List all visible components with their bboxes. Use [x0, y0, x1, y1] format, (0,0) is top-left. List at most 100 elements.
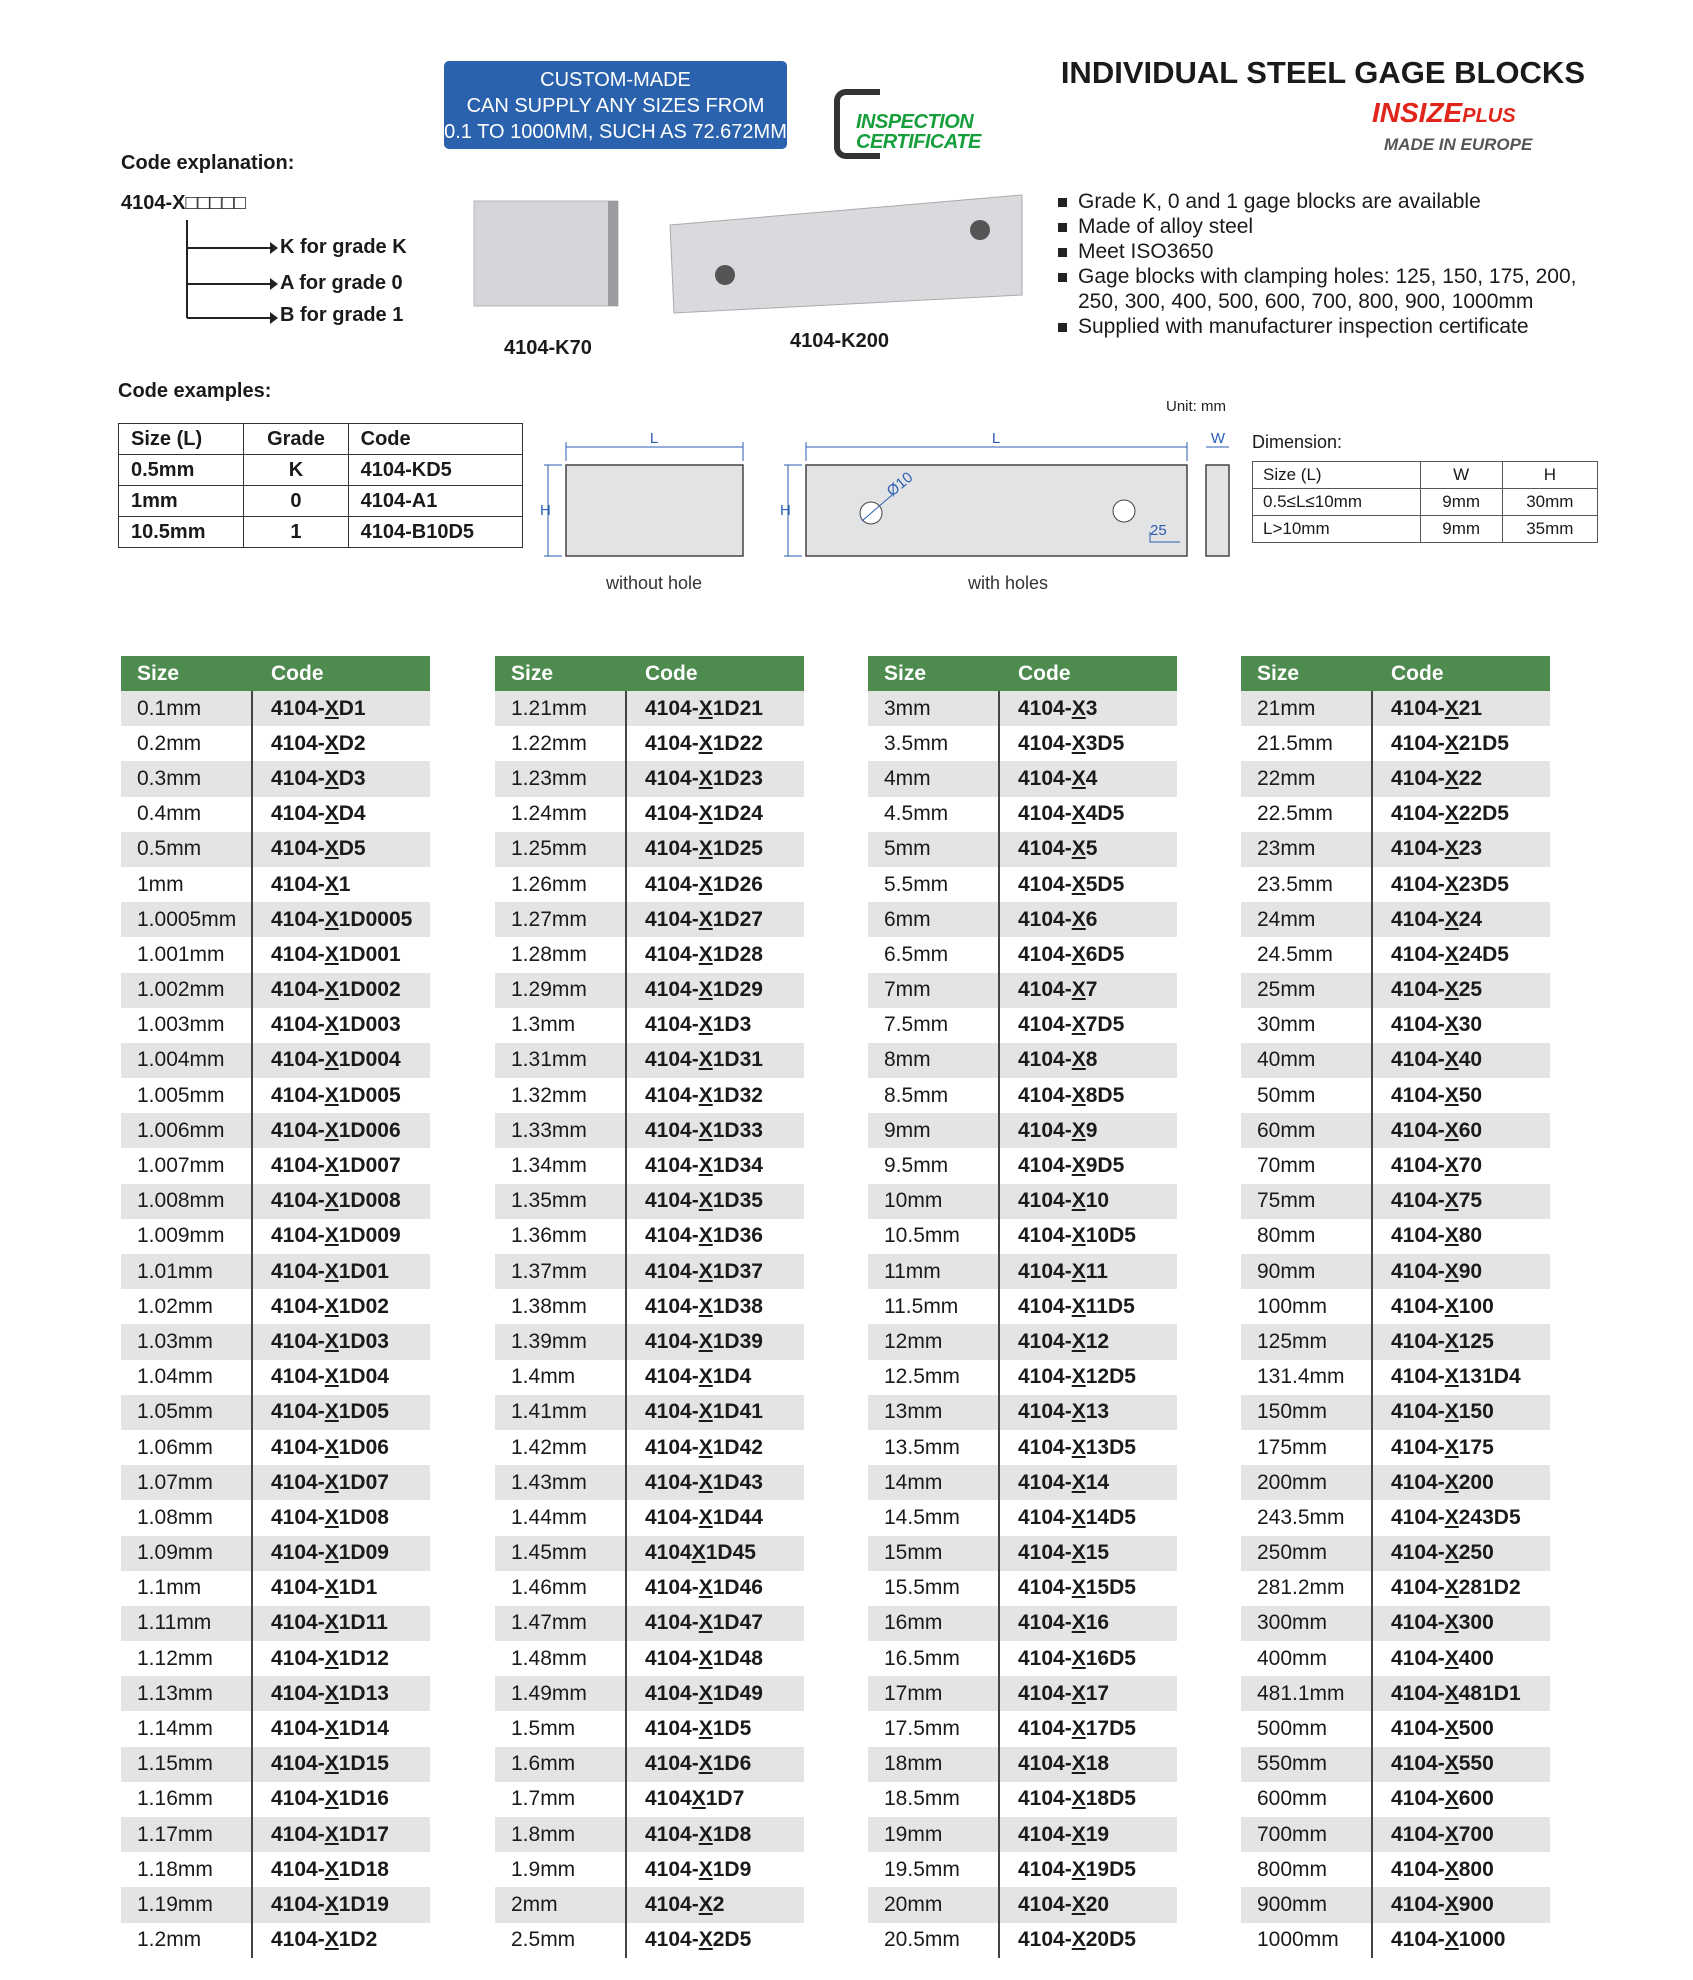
- cell: 35mm: [1501, 515, 1599, 543]
- code-cell: 4104-X13D5: [1018, 1435, 1136, 1459]
- cell: 4104-A1: [347, 485, 524, 517]
- size-cell: 1.02mm: [121, 1289, 253, 1325]
- size-cell: 5mm: [868, 831, 1000, 867]
- size-cell: 20.5mm: [868, 1922, 1000, 1958]
- table-header: Size Code: [121, 656, 430, 691]
- size-cell: 1mm: [121, 866, 253, 903]
- table-row: 1.29mm 4104-X1D29: [495, 972, 804, 1008]
- code-cell: 4104-X125: [1391, 1329, 1494, 1353]
- code-cell: 4104-X500: [1391, 1717, 1494, 1741]
- code-cell: 4104-X1D5: [645, 1717, 752, 1741]
- header-cell: Code: [1391, 661, 1444, 685]
- table-row: 14mm 4104-X14: [868, 1465, 1177, 1501]
- code-cell: 4104-X1D13: [271, 1681, 389, 1705]
- size-cell: 175mm: [1241, 1429, 1373, 1466]
- size-cell: 281.2mm: [1241, 1570, 1373, 1606]
- size-cell: 1.14mm: [121, 1711, 253, 1747]
- size-cell: 17mm: [868, 1676, 1000, 1712]
- brand: INSIZEPLUS: [1372, 97, 1516, 129]
- size-cell: 20mm: [868, 1887, 1000, 1923]
- size-cell: 15.5mm: [868, 1570, 1000, 1606]
- size-cell: 60mm: [1241, 1113, 1373, 1149]
- code-cell: 4104-X14: [1018, 1470, 1110, 1494]
- size-cell: 1.22mm: [495, 726, 627, 762]
- table-row: 1.35mm 4104-X1D35: [495, 1183, 804, 1219]
- code-cell: 4104-X16D5: [1018, 1646, 1136, 1670]
- size-cell: 1.04mm: [121, 1359, 253, 1395]
- table-row: 0.5mm 4104-XD5: [121, 831, 430, 867]
- size-cell: 1.06mm: [121, 1429, 253, 1466]
- code-cell: 4104-X12: [1018, 1329, 1110, 1353]
- table-row: 175mm 4104-X175: [1241, 1429, 1550, 1466]
- code-cell: 4104-X9: [1018, 1118, 1098, 1142]
- size-cell: 1.16mm: [121, 1781, 253, 1817]
- size-cell: 10mm: [868, 1183, 1000, 1219]
- table-row: 15mm 4104-X15: [868, 1535, 1177, 1571]
- size-cell: 125mm: [1241, 1324, 1373, 1360]
- code-item: K for grade K: [280, 236, 407, 258]
- size-cell: 1.19mm: [121, 1887, 253, 1923]
- table-row: 7mm 4104-X7: [868, 972, 1177, 1008]
- code-cell: 4104-X1D39: [645, 1329, 763, 1353]
- table-row: 1.13mm 4104-X1D13: [121, 1676, 430, 1712]
- table-row: 1.48mm 4104-X1D48: [495, 1641, 804, 1677]
- table-row: 6mm 4104-X6: [868, 902, 1177, 938]
- code-cell: 4104-XD3: [271, 766, 366, 790]
- table-row: 1.5mm 4104-X1D5: [495, 1711, 804, 1747]
- table-row: 1.32mm 4104-X1D32: [495, 1078, 804, 1114]
- table-row: 1.7mm 4104X1D7: [495, 1781, 804, 1817]
- code-cell: 4104-X12D5: [1018, 1365, 1136, 1389]
- code-cell: 4104X1D45: [645, 1541, 756, 1565]
- size-cell: 23mm: [1241, 831, 1373, 867]
- brand-name: INSIZE: [1372, 97, 1463, 128]
- table-row: 11.5mm 4104-X11D5: [868, 1289, 1177, 1325]
- table-row: 17mm 4104-X17: [868, 1676, 1177, 1712]
- size-cell: 0.2mm: [121, 726, 253, 762]
- code-cell: 4104-X15D5: [1018, 1576, 1136, 1600]
- size-cell: 1.3mm: [495, 1007, 627, 1043]
- size-cell: 0.5mm: [121, 831, 253, 867]
- code-cell: 4104-X1D2: [271, 1928, 378, 1952]
- table-row: 13.5mm 4104-X13D5: [868, 1429, 1177, 1466]
- table-row: 1.09mm 4104-X1D09: [121, 1535, 430, 1571]
- table-row: 1.38mm 4104-X1D38: [495, 1289, 804, 1325]
- size-cell: 1.38mm: [495, 1289, 627, 1325]
- table-row: 14.5mm 4104-X14D5: [868, 1500, 1177, 1536]
- code-cell: 4104-X15: [1018, 1541, 1110, 1565]
- size-cell: 24.5mm: [1241, 937, 1373, 973]
- table-row: 0.5≤L≤10mm 9mm 30mm: [1252, 488, 1599, 516]
- size-cell: 1.4mm: [495, 1359, 627, 1395]
- code-cell: 4104-X900: [1391, 1892, 1494, 1916]
- size-cell: 25mm: [1241, 972, 1373, 1008]
- code-cell: 4104-X1D007: [271, 1154, 401, 1178]
- cell: L>10mm: [1252, 515, 1421, 543]
- code-cell: 4104-X1D6: [645, 1752, 752, 1776]
- code-cell: 4104-X1D23: [645, 766, 763, 790]
- table-row: 17.5mm 4104-X17D5: [868, 1711, 1177, 1747]
- code-cell: 4104-X1D27: [645, 907, 763, 931]
- size-cell: 1.23mm: [495, 761, 627, 797]
- table-row: 18.5mm 4104-X18D5: [868, 1781, 1177, 1817]
- size-cell: 7.5mm: [868, 1007, 1000, 1043]
- code-cell: 4104-X2D5: [645, 1928, 752, 1952]
- size-cell: 19.5mm: [868, 1852, 1000, 1888]
- size-cell: 1.09mm: [121, 1535, 253, 1571]
- header-cell: Grade: [243, 423, 349, 455]
- table-row: 550mm 4104-X550: [1241, 1746, 1550, 1782]
- size-cell: 1.27mm: [495, 902, 627, 938]
- table-row: 1.44mm 4104-X1D44: [495, 1500, 804, 1536]
- table-row: 22.5mm 4104-X22D5: [1241, 796, 1550, 832]
- cell: 1: [243, 516, 349, 548]
- size-cell: 70mm: [1241, 1148, 1373, 1184]
- table-row: 24mm 4104-X24: [1241, 902, 1550, 938]
- table-row: 1.34mm 4104-X1D34: [495, 1148, 804, 1184]
- code-cell: 4104-X30: [1391, 1013, 1483, 1037]
- table-row: 200mm 4104-X200: [1241, 1465, 1550, 1501]
- header-cell: Code: [1018, 661, 1071, 685]
- product-photos: [473, 194, 1023, 314]
- table-row: 24.5mm 4104-X24D5: [1241, 937, 1550, 973]
- brand-suffix: PLUS: [1462, 105, 1516, 127]
- code-cell: 4104-X24D5: [1391, 942, 1509, 966]
- header-cell: Size: [511, 661, 554, 685]
